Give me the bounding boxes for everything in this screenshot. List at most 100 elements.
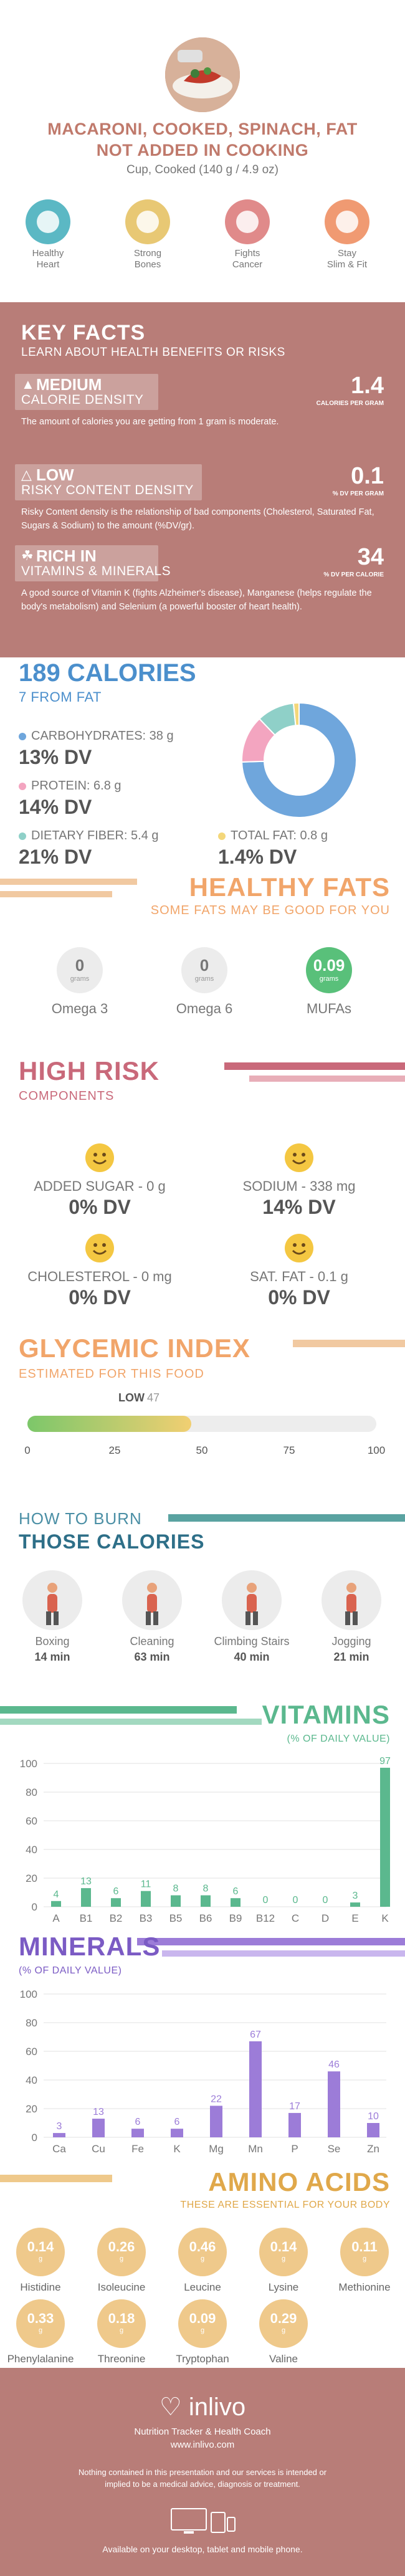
leaf-icon: ☘ xyxy=(21,548,34,563)
amino-label: Leucine xyxy=(184,2281,221,2293)
nutrient-dot xyxy=(19,732,26,740)
amino-value: 0.18 xyxy=(108,2311,135,2326)
risk-label: SODIUM - 338 mg xyxy=(242,1178,356,1194)
amino-unit: g xyxy=(200,2327,205,2334)
nutrient-3: TOTAL FAT: 0.8 g 1.4% DV xyxy=(218,829,328,869)
key-fact-level: LOW xyxy=(36,465,74,484)
bar xyxy=(171,1895,181,1907)
burn-3: Jogging 21 min xyxy=(308,1570,395,1664)
benefit-label: Fights Cancer xyxy=(232,248,263,270)
y-tick-label: 20 xyxy=(26,1872,37,1884)
category-label: B2 xyxy=(110,1912,123,1924)
amino-unit: g xyxy=(38,2327,43,2334)
bar-value-label: 46 xyxy=(328,2059,340,2070)
category-label: E xyxy=(351,1912,358,1924)
key-fact-tag xyxy=(15,464,202,500)
amino-circle: 0.14 g xyxy=(16,2228,65,2276)
bar xyxy=(81,1888,91,1907)
amino-value: 0.33 xyxy=(27,2311,54,2326)
jogging-icon xyxy=(322,1570,381,1630)
category-label: Se xyxy=(328,2143,341,2155)
gi-tick-label: 75 xyxy=(283,1444,295,1456)
food-photo xyxy=(165,37,240,112)
flame-icon: ▲ xyxy=(21,376,35,392)
gi-bar-decor xyxy=(293,1340,405,1347)
category-label: C xyxy=(292,1912,299,1924)
footer-disclaimer: Nothing contained in this presentation a… xyxy=(78,2468,327,2489)
high-risk-subtitle: COMPONENTS xyxy=(19,1089,115,1103)
cleaning-icon xyxy=(122,1570,182,1630)
amino-value: 0.29 xyxy=(270,2311,297,2326)
amino-label: Isoleucine xyxy=(97,2281,146,2293)
risk-1: SODIUM - 338 mg 14% DV xyxy=(212,1143,386,1219)
bone-icon xyxy=(125,199,170,244)
amino-unit: g xyxy=(119,2255,124,2263)
bar-value-label: 97 xyxy=(379,1756,391,1767)
gi-fill xyxy=(27,1416,192,1432)
amino-circle: 0.18 g xyxy=(97,2299,146,2348)
key-facts-title: KEY FACTS xyxy=(21,321,146,345)
smiley-icon xyxy=(85,1143,114,1172)
burn-time: 21 min xyxy=(333,1651,369,1663)
y-tick-label: 60 xyxy=(26,2046,37,2058)
burn-title-2: THOSE CALORIES xyxy=(19,1530,205,1553)
nutrient-text: CARBOHYDRATES: 38 g xyxy=(31,729,174,743)
nutrient-dv: 21% DV xyxy=(19,846,92,868)
category-label: Mg xyxy=(209,2143,224,2155)
risk-2: CHOLESTEROL - 0 mg 0% DV xyxy=(12,1234,187,1309)
category-label: B9 xyxy=(229,1912,242,1924)
nutrient-label: CARBOHYDRATES: 38 g xyxy=(19,729,174,743)
key-fact-value: 34 xyxy=(357,544,384,570)
amino-value: 0.14 xyxy=(270,2239,297,2254)
category-label: K xyxy=(381,1912,389,1924)
fat-value: 0 xyxy=(75,956,85,975)
scale-icon xyxy=(325,199,369,244)
burn-time: 14 min xyxy=(34,1651,70,1663)
vitamins-subtitle: (% OF DAILY VALUE) xyxy=(287,1734,390,1744)
food-title-line1: MACARONI, COOKED, SPINACH, FAT xyxy=(47,120,358,138)
nutrient-dot xyxy=(218,832,226,840)
bar-value-label: 11 xyxy=(141,1879,151,1890)
y-tick-label: 40 xyxy=(26,1844,37,1856)
bar xyxy=(111,1898,121,1907)
burn-2: Climbing Stairs 40 min xyxy=(208,1570,295,1664)
nutrient-label: PROTEIN: 6.8 g xyxy=(19,779,122,793)
footer-url[interactable]: www.inlivo.com xyxy=(170,2440,235,2450)
bar-value-label: 3 xyxy=(57,2121,62,2132)
bar xyxy=(380,1767,390,1907)
amino-circle: 0.46 g xyxy=(178,2228,227,2276)
fat-value: 0 xyxy=(199,956,209,975)
gi-track xyxy=(27,1416,376,1432)
category-label: B12 xyxy=(256,1912,275,1924)
category-label: Mn xyxy=(248,2143,263,2155)
risk-0: ADDED SUGAR - 0 g 0% DV xyxy=(12,1143,187,1219)
healthy-fats-subtitle: SOME FATS MAY BE GOOD FOR YOU xyxy=(150,904,390,917)
fats-bar-decor xyxy=(0,879,137,885)
macro-donut-chart xyxy=(241,702,357,818)
bar-value-label: 13 xyxy=(80,1876,92,1887)
nutrient-text: PROTEIN: 6.8 g xyxy=(31,779,122,793)
smiley-icon xyxy=(285,1143,313,1172)
fat-label: MUFAs xyxy=(306,1001,352,1016)
bar-value-label: 13 xyxy=(93,2107,104,2117)
high-risk-title: HIGH RISK xyxy=(19,1056,160,1085)
donut-slice xyxy=(292,702,300,727)
key-fact-description: The amount of calories you are getting f… xyxy=(21,417,279,427)
fat-unit: grams xyxy=(70,975,90,983)
bar-value-label: 0 xyxy=(293,1895,298,1906)
nutrient-dv: 14% DV xyxy=(19,796,92,818)
category-label: K xyxy=(173,2143,181,2155)
amino-circle: 0.29 g xyxy=(259,2299,308,2348)
bar xyxy=(328,2071,340,2137)
nutrient-label: DIETARY FIBER: 5.4 g xyxy=(19,829,159,843)
bar xyxy=(249,2041,262,2137)
burn-label: Jogging xyxy=(331,1635,371,1648)
nutrient-label: TOTAL FAT: 0.8 g xyxy=(218,829,328,843)
key-fact-name: VITAMINS & MINERALS xyxy=(21,564,171,578)
fat-value: 0.09 xyxy=(313,956,345,975)
bar xyxy=(231,1898,241,1907)
y-tick-label: 80 xyxy=(26,1787,37,1798)
y-tick-label: 80 xyxy=(26,2017,37,2029)
amino-unit: g xyxy=(200,2255,205,2263)
